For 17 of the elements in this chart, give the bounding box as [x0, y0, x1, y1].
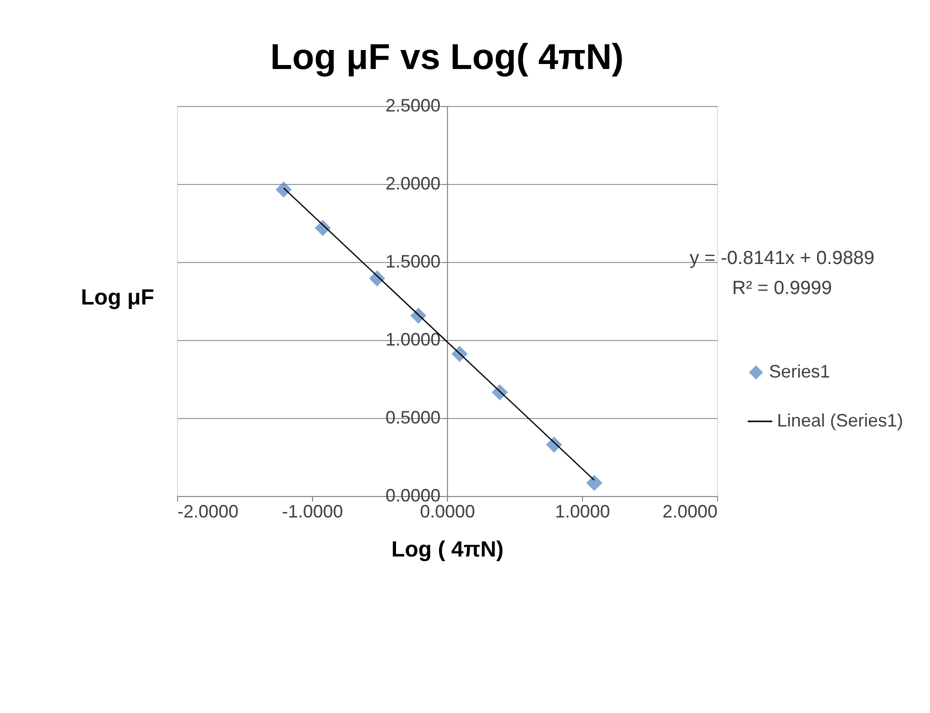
x-tick-label: -1.0000: [282, 502, 344, 522]
legend-label: Series1: [769, 361, 830, 382]
y-tick-label: 0.5000: [385, 408, 440, 428]
x-tick-label: 2.0000: [662, 502, 718, 522]
annotation: y = -0.8141x + 0.9889: [690, 248, 874, 270]
y-tick-label: 2.5000: [385, 96, 440, 116]
chart-title: Log μF vs Log( 4πN): [270, 36, 624, 77]
y-axis-title: Log μF: [80, 284, 154, 310]
y-tick-label: 1.0000: [385, 330, 440, 350]
x-tick-label: -2.0000: [178, 502, 239, 522]
text: R² = 0.9999: [732, 278, 832, 300]
x-axis-title: Log ( 4πN): [391, 536, 504, 562]
x-tick-label: 1.0000: [554, 502, 610, 522]
y-tick-label: 2.0000: [385, 174, 440, 194]
legend-label: Lineal (Series1): [777, 410, 904, 430]
y-tick-label: 1.5000: [385, 252, 440, 272]
x-tick-label: 0.0000: [420, 502, 476, 522]
